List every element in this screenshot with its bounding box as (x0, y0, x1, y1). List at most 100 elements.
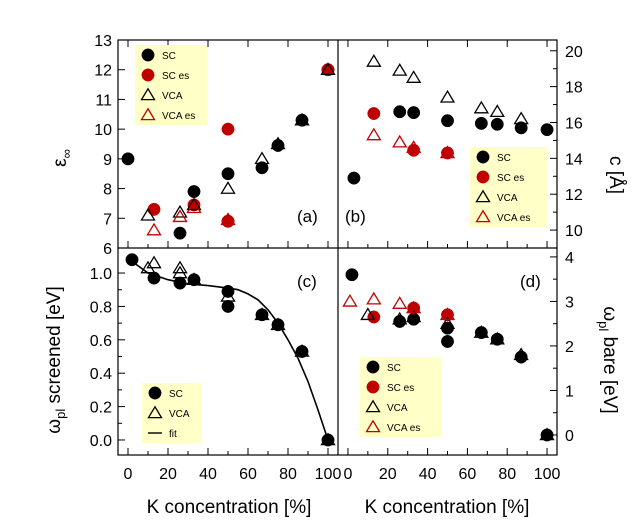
data-point (254, 307, 270, 321)
data-point (392, 311, 408, 325)
data-point (255, 161, 269, 175)
legend-label: fit (169, 429, 177, 440)
y-tick-label: 7 (103, 211, 112, 228)
data-point (146, 222, 162, 236)
subscript: ∞ (59, 149, 74, 158)
y-tick-label: 14 (565, 151, 583, 168)
y-tick-label: 0 (565, 428, 574, 445)
data-point (539, 427, 555, 441)
legend-marker (366, 380, 380, 394)
data-point (186, 200, 202, 214)
data-point (270, 136, 286, 150)
subscript: pl (596, 321, 611, 331)
x-tick-label: 0 (344, 466, 353, 483)
x-tick-label: 100 (534, 466, 561, 483)
panel-1: 6 7 8 9 10 11 12 13 SC SC es VCA VCA es (a) (94, 33, 336, 258)
series-vca-es (342, 291, 456, 321)
legend-label: VCA (162, 91, 183, 102)
data-point (270, 317, 286, 331)
panel-2: 10 12 14 16 18 20 SC SC es VCA VCA es (b) (345, 40, 583, 248)
legend-marker (141, 68, 155, 82)
data-point (405, 70, 422, 83)
data-point (392, 134, 408, 148)
subscript: pl (53, 409, 68, 419)
legend-label: VCA (387, 403, 408, 414)
legend-marker (476, 150, 490, 164)
series-vca-es (146, 200, 236, 236)
data-point (294, 344, 310, 357)
data-point (121, 152, 135, 166)
data-point (489, 331, 505, 345)
data-point (294, 112, 310, 126)
fit-line (131, 260, 329, 441)
legend-label: VCA es (497, 213, 530, 224)
data-point (360, 307, 376, 321)
y-tick-label: 18 (565, 80, 583, 97)
y-tick-label: 4 (565, 250, 574, 267)
panel-3: 0.0 0.2 0.4 0.6 0.8 1.0 0 20 40 60 80 100 SC VCA fit (c… (90, 253, 341, 483)
legend-label: SC (497, 153, 511, 164)
data-point (140, 207, 156, 221)
rest: bare [eV] (599, 331, 620, 413)
x-tick-label: 80 (279, 466, 297, 483)
data-point (220, 212, 236, 226)
y-tick-label: 8 (103, 182, 112, 199)
y-axis-title-c: ωpl screened [eV] (44, 286, 68, 434)
legend-label: SC es (497, 173, 524, 184)
data-point (347, 171, 361, 185)
data-point (172, 204, 188, 218)
data-point (186, 197, 202, 211)
rest: screened [eV] (44, 286, 65, 409)
series-vca-es (366, 127, 456, 159)
y-tick-label: 0.6 (90, 333, 112, 350)
legend-marker (475, 209, 491, 223)
y-tick-label: 0.0 (90, 433, 112, 450)
y-tick-label: 11 (95, 92, 112, 109)
data-point (366, 54, 382, 67)
data-point (490, 117, 504, 131)
y-axis-title-d: ωpl bare [eV] (596, 306, 620, 413)
legend-marker (140, 87, 156, 101)
data-point (366, 291, 382, 305)
data-point (366, 127, 382, 141)
legend-label: VCA es (162, 111, 195, 122)
data-point (441, 114, 454, 128)
data-point (513, 111, 529, 125)
data-point (405, 309, 422, 323)
legend-label: VCA es (387, 423, 420, 434)
data-point (473, 100, 490, 114)
data-point (393, 105, 407, 119)
y-tick-label: 1 (565, 383, 574, 400)
data-point (407, 143, 421, 157)
data-point (220, 181, 236, 194)
series-vca (140, 62, 336, 221)
data-point (254, 151, 270, 165)
data-point (172, 265, 188, 279)
data-point (439, 89, 456, 103)
legend-marker (475, 189, 491, 203)
x-axis-title-c: K concentration [%] (147, 497, 312, 518)
data-point (407, 106, 421, 120)
data-point (473, 325, 490, 338)
data-point (513, 347, 529, 361)
x-tick-label: 20 (159, 466, 177, 483)
y-tick-label: 0.4 (90, 366, 112, 383)
x-axis-title-d: K concentration [%] (365, 497, 530, 518)
data-point (187, 185, 201, 198)
data-point (221, 299, 235, 313)
data-point (439, 316, 456, 329)
legend-label: SC (162, 51, 176, 62)
data-point (173, 226, 187, 240)
data-point (367, 107, 381, 120)
data-point (540, 123, 554, 137)
x-tick-label: 0 (124, 466, 133, 483)
y-tick-label: 2 (565, 339, 574, 356)
x-tick-label: 40 (419, 466, 437, 483)
data-point (514, 121, 528, 135)
legend-marker (365, 419, 381, 433)
y-tick-label: 13 (94, 33, 112, 50)
y-tick-label: 0.2 (90, 400, 112, 417)
x-tick-label: 40 (199, 466, 217, 483)
legend-label: SC es (387, 383, 414, 394)
